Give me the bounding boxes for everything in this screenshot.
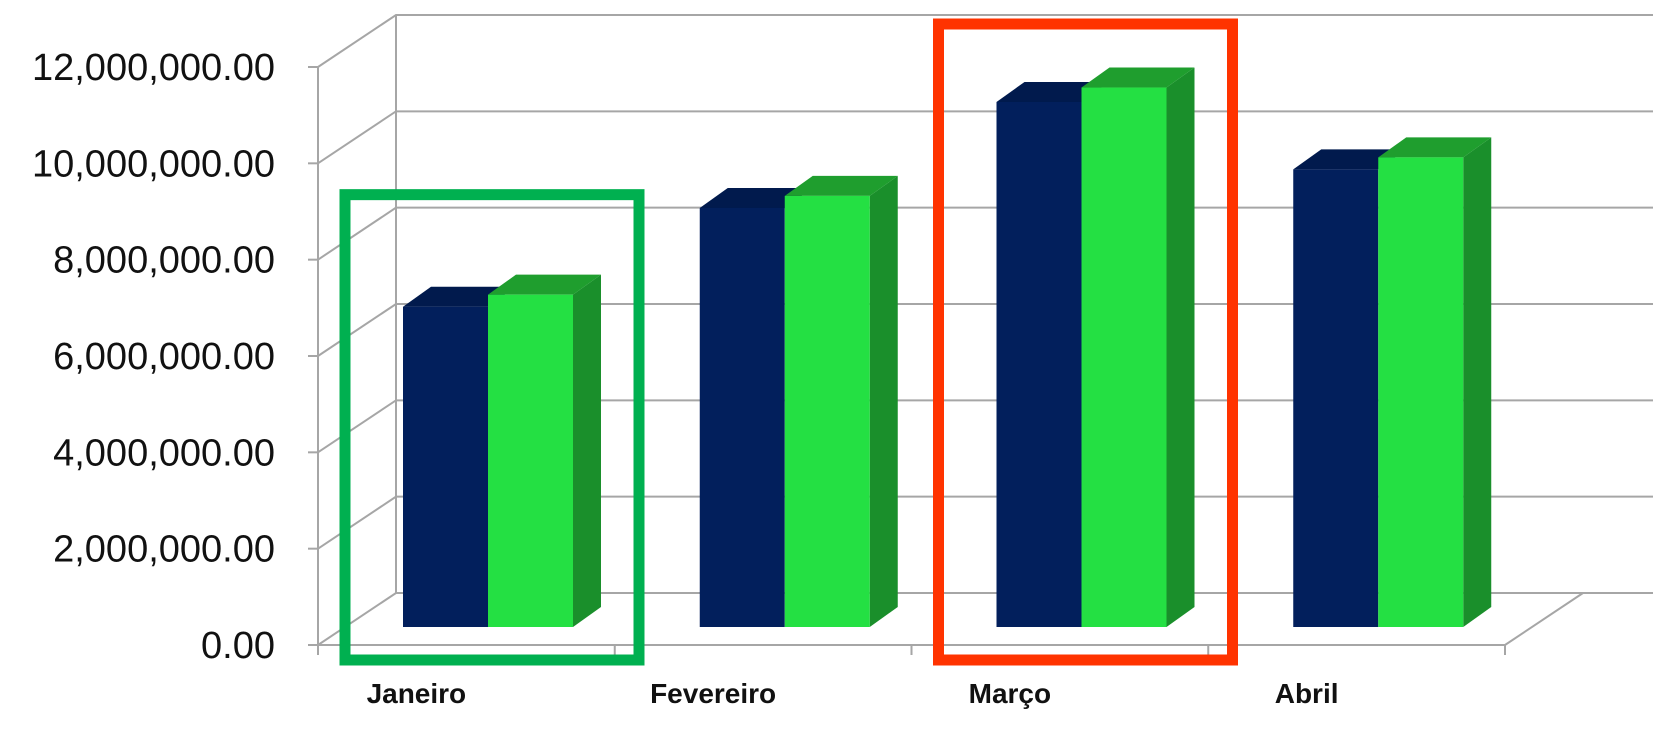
bar xyxy=(699,207,785,627)
bar xyxy=(1293,169,1379,627)
bars xyxy=(403,67,1492,628)
bar xyxy=(784,195,870,628)
bar-side-face xyxy=(869,175,898,628)
bar-top-face xyxy=(1081,67,1195,88)
bar xyxy=(1081,87,1167,628)
highlight-box xyxy=(339,189,645,666)
y-tick-label: 6,000,000.00 xyxy=(53,336,275,378)
y-tick-label: 12,000,000.00 xyxy=(32,47,275,89)
y-tick-label: 4,000,000.00 xyxy=(53,432,275,474)
axes xyxy=(308,15,1584,655)
bar-side-face xyxy=(1463,137,1492,627)
x-category-label: Março xyxy=(969,678,1051,709)
x-axis-category-labels: Janeiro Fevereiro Março Abril xyxy=(367,678,1339,709)
bar-side-face xyxy=(1166,67,1195,628)
x-category-label: Janeiro xyxy=(367,678,467,709)
y-tick-label: 10,000,000.00 xyxy=(32,143,275,185)
bar-top-face xyxy=(699,187,813,208)
bar-top-face xyxy=(784,175,898,196)
highlight-box xyxy=(933,18,1238,666)
bar-top-face xyxy=(1378,137,1492,158)
bar-top-face xyxy=(488,274,601,295)
bar xyxy=(1378,157,1464,627)
bar xyxy=(996,101,1082,627)
y-tick-label: 8,000,000.00 xyxy=(53,240,275,282)
x-category-label: Abril xyxy=(1275,678,1339,709)
floor-right-edge xyxy=(1504,592,1584,646)
bar-side-face xyxy=(573,274,601,627)
bar xyxy=(488,294,573,627)
x-category-label: Fevereiro xyxy=(650,678,776,709)
bar-top-face xyxy=(1293,149,1407,170)
bar xyxy=(403,306,488,627)
highlight-boxes xyxy=(339,18,1238,666)
y-axis-tick-labels: 0.00 2,000,000.00 4,000,000.00 6,000,000.00… xyxy=(32,47,275,667)
bar-top-face xyxy=(996,81,1110,102)
y-tick-label: 2,000,000.00 xyxy=(53,529,275,571)
bar-top-face xyxy=(403,286,516,307)
y-tick-label: 0.00 xyxy=(201,625,275,667)
